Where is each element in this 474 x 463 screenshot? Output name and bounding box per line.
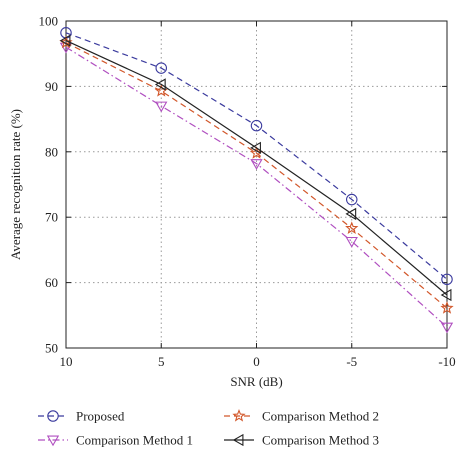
- y-tick-label: 70: [45, 210, 58, 225]
- series-4: [59, 34, 452, 302]
- data-point-star: [440, 301, 454, 314]
- x-tick-label: -10: [438, 354, 455, 369]
- y-axis-label: Average recognition rate (%): [8, 109, 23, 260]
- series-line: [65, 42, 448, 309]
- legend-label: Proposed: [76, 409, 125, 424]
- x-tick-label: 0: [253, 354, 260, 369]
- legend-label: Comparison Method 2: [262, 409, 379, 424]
- series-3: [59, 35, 454, 314]
- data-point-star: [345, 221, 359, 234]
- data-point-triangle-left: [345, 207, 357, 221]
- y-axis: 50 60 70 80 90 100: [39, 14, 447, 356]
- data-point-triangle-left: [250, 141, 261, 155]
- x-axis: 10 5 0 -5 -10: [60, 21, 456, 369]
- data-point-circle: [155, 62, 168, 74]
- data-point-triangle-left: [59, 34, 71, 47]
- y-tick-label: 50: [45, 341, 58, 356]
- data-point-circle: [47, 410, 59, 422]
- legend-item: Comparison Method 3: [224, 433, 379, 448]
- data-point-triangle-down: [250, 159, 263, 170]
- series-group: [59, 27, 454, 334]
- data-point-triangle-down: [46, 435, 60, 447]
- y-tick-label: 90: [45, 79, 58, 94]
- x-tick-label: 10: [60, 354, 73, 369]
- series-2: [59, 42, 454, 334]
- legend-label: Comparison Method 3: [262, 433, 379, 448]
- series-1: [60, 27, 453, 286]
- series-line: [65, 40, 448, 296]
- data-point-star: [232, 409, 246, 422]
- series-line: [65, 46, 448, 328]
- data-point-circle: [250, 119, 263, 132]
- data-point-triangle-down: [440, 322, 454, 334]
- x-tick-label: -5: [346, 354, 357, 369]
- y-tick-label: 60: [45, 275, 58, 290]
- data-point-circle: [441, 273, 453, 286]
- data-point-triangle-left: [154, 78, 166, 91]
- legend-item: Proposed: [38, 409, 125, 424]
- data-point-triangle-left: [232, 433, 244, 447]
- legend-label: Comparison Method 1: [76, 433, 193, 448]
- x-axis-label: SNR (dB): [230, 374, 282, 389]
- legend: Proposed Comparison Method 1 Comparison Me…: [38, 409, 379, 448]
- data-point-triangle-down: [155, 101, 168, 113]
- legend-item: Comparison Method 2: [224, 409, 379, 424]
- y-tick-label: 100: [39, 14, 59, 29]
- y-tick-label: 80: [45, 144, 58, 159]
- data-point-circle: [345, 193, 358, 206]
- legend-item: Comparison Method 1: [38, 433, 193, 448]
- data-point-triangle-left: [440, 288, 452, 302]
- data-point-triangle-down: [345, 236, 358, 248]
- series-line: [65, 32, 448, 280]
- x-tick-label: 5: [158, 354, 165, 369]
- grid-lines: [66, 21, 447, 348]
